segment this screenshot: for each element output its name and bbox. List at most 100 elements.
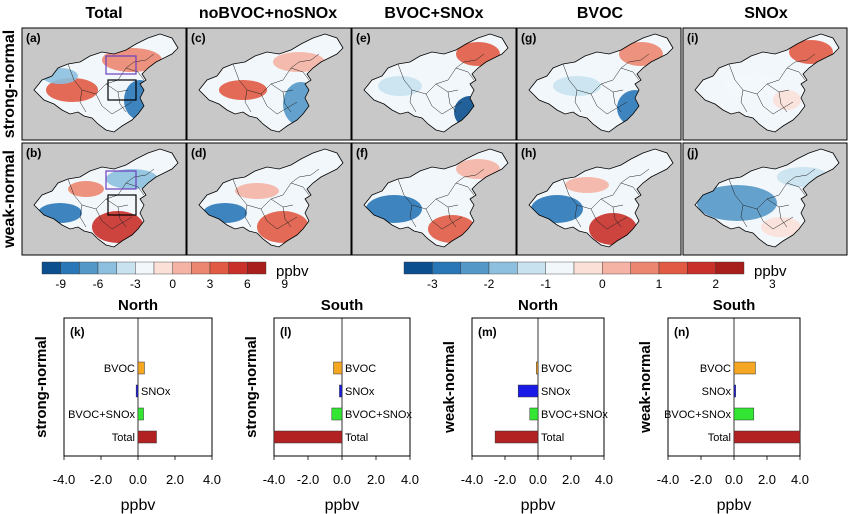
colorbar-swatch <box>517 262 545 274</box>
bar-label: BVOC <box>541 363 572 375</box>
bar-bvoc <box>536 362 538 374</box>
bar-label: BVOC <box>700 363 731 375</box>
colorbar-tick-label: 6 <box>244 277 251 291</box>
colorbar-swatch <box>602 262 630 274</box>
colorbars: -9 -6 -3 0 3 6 9ppbv-3 -2 -1 0 1 2 3ppbv <box>42 262 787 291</box>
anomaly-field <box>565 177 609 193</box>
column-title-snox: SNOx <box>744 5 788 22</box>
bar-bvoc-snox <box>332 408 342 420</box>
x-tick-label: -4.0 <box>461 472 483 487</box>
colorbar-tick-label: 2 <box>712 277 719 291</box>
colorbar-swatch <box>191 262 210 274</box>
x-tick-label: 0.0 <box>725 472 743 487</box>
bar-label: Total <box>345 432 368 444</box>
map-panel: (e) <box>352 28 516 140</box>
colorbar-swatch <box>432 262 460 274</box>
x-tick-label: 2.0 <box>758 472 776 487</box>
colorbar: -9 -6 -3 0 3 6 9ppbv <box>42 262 309 291</box>
bar-chart-panel-label: (m) <box>478 325 497 339</box>
colorbar-swatch <box>461 262 489 274</box>
bar-bvoc-snox <box>734 408 754 420</box>
bar-chart-xlabel: ppbv <box>521 497 556 514</box>
panel-label: (h) <box>521 146 536 160</box>
bar-charts: North strong-normal (k) BVOC SNOx BVOC+SNOx To… <box>33 297 809 514</box>
map-panel: (a) <box>22 28 186 140</box>
column-title-total: Total <box>85 5 122 22</box>
colorbar-swatch <box>61 262 80 274</box>
x-tick-label: -2.0 <box>690 472 712 487</box>
map-panel: (h) <box>517 143 681 255</box>
colorbar-swatch <box>42 262 61 274</box>
colorbar-swatch <box>574 262 602 274</box>
bar-chart-ylabel: weak-normal <box>441 341 458 434</box>
colorbar-swatch <box>546 262 574 274</box>
map-panel: (j) <box>683 143 847 255</box>
bar-chart-title: North <box>118 297 158 314</box>
bar-bvoc <box>334 362 343 374</box>
bar-chart-title: South <box>321 297 364 314</box>
bar-label: BVOC+SNOx <box>541 409 608 421</box>
colorbar-swatch <box>631 262 659 274</box>
anomaly-field <box>68 181 104 197</box>
x-tick-label: 0.0 <box>333 472 351 487</box>
bar-chart-xlabel: ppbv <box>717 497 752 514</box>
bar-label: SNOx <box>541 386 571 398</box>
x-tick-label: 2.0 <box>367 472 385 487</box>
anomaly-field <box>773 90 801 110</box>
x-tick-label: 2.0 <box>562 472 580 487</box>
bar-chart-panel-label: (k) <box>70 325 85 339</box>
colorbar-tick-label: 1 <box>656 277 663 291</box>
colorbar-swatch <box>154 262 173 274</box>
column-title-nobvoc-nosnox: noBVOC+noSNOx <box>199 5 337 22</box>
bar-label: Total <box>708 432 731 444</box>
x-tick-label: -4.0 <box>657 472 679 487</box>
bar-chart-xlabel: ppbv <box>121 497 156 514</box>
colorbar-swatch <box>135 262 154 274</box>
bar-label: SNOx <box>702 386 732 398</box>
map-panels: (a) (c) (e) (g) (i) (b) (d) (f) (h) (j) <box>22 28 847 255</box>
colorbar-swatch <box>173 262 192 274</box>
bar-label: Total <box>541 432 564 444</box>
x-tick-label: -4.0 <box>53 472 75 487</box>
x-tick-label: 4.0 <box>401 472 419 487</box>
bar-total <box>734 431 800 443</box>
bar-label: SNOx <box>345 386 375 398</box>
colorbar-tick-label: -1 <box>540 277 551 291</box>
column-title-bvoc-snox: BVOC+SNOx <box>384 5 483 22</box>
bar-chart-title: North <box>518 297 558 314</box>
colorbar-tick-label: -3 <box>427 277 438 291</box>
colorbar-swatch <box>489 262 517 274</box>
bar-bvoc-snox <box>530 408 538 420</box>
map-panel: (g) <box>517 28 681 140</box>
colorbar-unit: ppbv <box>754 263 787 280</box>
colorbar-tick-label: -9 <box>55 277 66 291</box>
colorbar-swatch <box>79 262 98 274</box>
x-tick-label: -2.0 <box>297 472 319 487</box>
bar-snox <box>734 385 736 397</box>
bar-bvoc <box>138 362 144 374</box>
bar-chart-xlabel: ppbv <box>325 497 360 514</box>
bar-chart: North strong-normal (k) BVOC SNOx BVOC+SNOx To… <box>33 297 221 514</box>
bar-bvoc-snox <box>138 408 144 420</box>
anomaly-field <box>235 183 279 199</box>
colorbar-tick-label: -3 <box>130 277 141 291</box>
colorbar-swatch <box>117 262 136 274</box>
colorbar-swatch <box>404 262 432 274</box>
map-panel: (f) <box>352 143 516 255</box>
bar-total <box>495 431 538 443</box>
column-title-bvoc: BVOC <box>577 5 624 22</box>
bar-total <box>138 431 157 443</box>
colorbar-tick-label: -6 <box>93 277 104 291</box>
map-panel: (c) <box>187 28 351 140</box>
bar-label: BVOC+SNOx <box>68 409 135 421</box>
map-panel: (b) <box>22 143 186 255</box>
bar-label: Total <box>112 432 135 444</box>
figure-canvas: Total noBVOC+noSNOx BVOC+SNOx BVOC SNOx … <box>0 0 850 514</box>
colorbar-swatch <box>247 262 266 274</box>
bar-label: BVOC <box>104 363 135 375</box>
panel-label: (a) <box>26 31 41 45</box>
bar-chart-ylabel: strong-normal <box>33 336 50 438</box>
bar-label: BVOC+SNOx <box>345 409 412 421</box>
bar-chart-panel-label: (n) <box>674 325 689 339</box>
